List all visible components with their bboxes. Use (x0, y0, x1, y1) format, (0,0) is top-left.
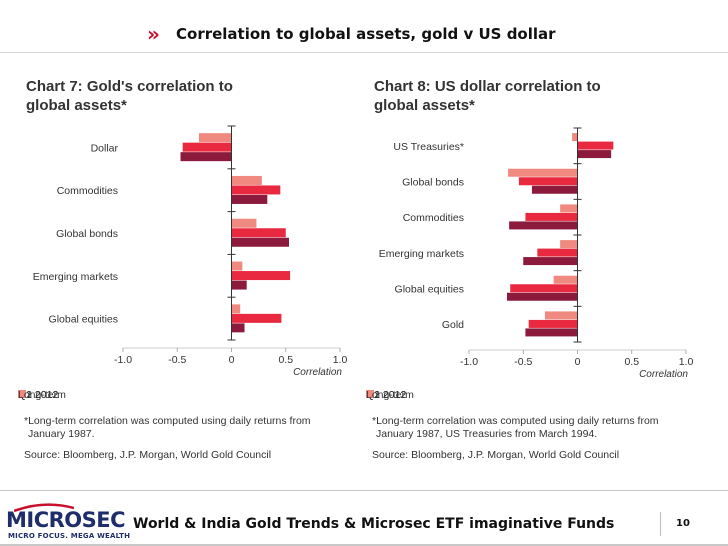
chart-title-line1: Chart 7: Gold's correlation to (26, 78, 233, 95)
logo-swoosh-icon (14, 503, 74, 512)
x-tick-label: -1.0 (114, 354, 132, 366)
legend-label: Long-term (18, 389, 66, 401)
category-label: Global bonds (402, 177, 464, 189)
x-tick-label: 0 (575, 356, 581, 368)
bar-q1-2012 (510, 284, 578, 293)
bar-long-term (231, 304, 241, 314)
slide-title: Correlation to global assets, gold v US … (176, 25, 556, 43)
bar-q2-2012 (531, 185, 578, 194)
bar-q2-2012 (231, 323, 245, 333)
slide-footer: MICROSEC MICRO FOCUS. MEGA WEALTH World … (0, 490, 728, 546)
footer-separator (660, 512, 661, 536)
legend-label: Long-term (366, 389, 414, 401)
category-label: Commodities (403, 212, 464, 224)
footnote-line1: *Long-term correlation was computed usin… (372, 415, 659, 427)
x-tick-label: 1.0 (679, 356, 694, 368)
category-label: Dollar (91, 142, 119, 154)
category-label: Emerging markets (33, 271, 118, 283)
category-label: Commodities (57, 185, 118, 197)
bar-q2-2012 (525, 328, 578, 337)
bar-long-term (231, 175, 262, 185)
bar-long-term (198, 133, 232, 143)
bar-q2-2012 (231, 194, 268, 204)
footnote-line2: January 1987. (28, 428, 95, 440)
x-tick-label: 1.0 (333, 354, 348, 366)
source-note: Source: Bloomberg, J.P. Morgan, World Go… (24, 449, 271, 461)
bar-q1-2012 (518, 177, 578, 186)
legend-label: Q2 2012 (366, 389, 406, 401)
footnote-line1: *Long-term correlation was computed usin… (24, 415, 311, 427)
chevron-right-icon: » (147, 22, 160, 46)
bar-q2-2012 (523, 257, 578, 266)
chart-title-line1: Chart 8: US dollar correlation to (374, 78, 601, 95)
bar-q1-2012 (231, 185, 281, 195)
legend-swatch (366, 390, 374, 398)
bar-q1-2012 (528, 319, 578, 328)
bar-q2-2012 (509, 221, 578, 230)
x-axis-title: Correlation (639, 369, 688, 380)
bar-q1-2012 (182, 142, 232, 152)
chart-gold-correlation: Chart 7: Gold's correlation to global ass… (18, 78, 348, 461)
bar-q2-2012 (577, 150, 612, 159)
bar-q2-2012 (231, 280, 247, 290)
bar-long-term (231, 261, 243, 271)
x-axis-title: Correlation (293, 367, 342, 378)
category-label: Global equities (49, 314, 118, 326)
category-label: Emerging markets (379, 248, 464, 260)
category-label: Global equities (395, 284, 464, 296)
bar-long-term (560, 204, 578, 213)
bar-q1-2012 (577, 141, 614, 150)
bar-q1-2012 (537, 248, 578, 257)
bar-long-term (508, 168, 578, 177)
bar-q2-2012 (506, 292, 578, 301)
legend-label: Q1 2012 (366, 389, 406, 401)
x-tick-label: 0.5 (624, 356, 639, 368)
logo-wordmark: MICROSEC (6, 508, 126, 532)
x-tick-label: -0.5 (514, 356, 532, 368)
footnote-line2: January 1987, US Treasuries from March 1… (376, 428, 597, 440)
bar-long-term (572, 133, 578, 142)
bar-q2-2012 (231, 237, 290, 247)
page-number: 10 (676, 518, 690, 529)
category-label: Global bonds (56, 228, 118, 240)
bar-q1-2012 (231, 271, 291, 281)
microsec-logo: MICROSEC MICRO FOCUS. MEGA WEALTH (6, 503, 130, 544)
category-label: US Treasuries* (393, 141, 464, 153)
chart-title-line2: global assets* (374, 97, 475, 114)
bar-long-term (544, 311, 578, 320)
logo-tagline: MICRO FOCUS. MEGA WEALTH (8, 532, 131, 540)
bar-q1-2012 (231, 228, 286, 238)
footer-title: World & India Gold Trends & Microsec ETF… (133, 516, 615, 532)
legend-label: Q1 2012 (18, 389, 58, 401)
x-tick-label: -1.0 (460, 356, 478, 368)
chart-title-line2: global assets* (26, 97, 127, 114)
x-tick-label: -0.5 (168, 354, 186, 366)
bar-q2-2012 (180, 152, 232, 162)
bar-long-term (553, 275, 578, 284)
source-note: Source: Bloomberg, J.P. Morgan, World Go… (372, 449, 619, 461)
bar-long-term (560, 240, 578, 249)
bar-q1-2012 (231, 313, 282, 323)
footer-divider (0, 490, 728, 491)
slide-header: » Correlation to global assets, gold v U… (0, 0, 728, 62)
category-label: Gold (442, 319, 464, 331)
x-tick-label: 0 (229, 354, 235, 366)
chart-usd-correlation: Chart 8: US dollar correlation to global … (366, 78, 694, 461)
legend-swatch (18, 390, 26, 398)
bar-q1-2012 (525, 212, 578, 221)
footer-bottom-rule (0, 544, 728, 546)
header-divider (0, 52, 728, 53)
legend-label: Q2 2012 (18, 389, 58, 401)
x-tick-label: 0.5 (278, 354, 293, 366)
bar-long-term (231, 218, 257, 228)
